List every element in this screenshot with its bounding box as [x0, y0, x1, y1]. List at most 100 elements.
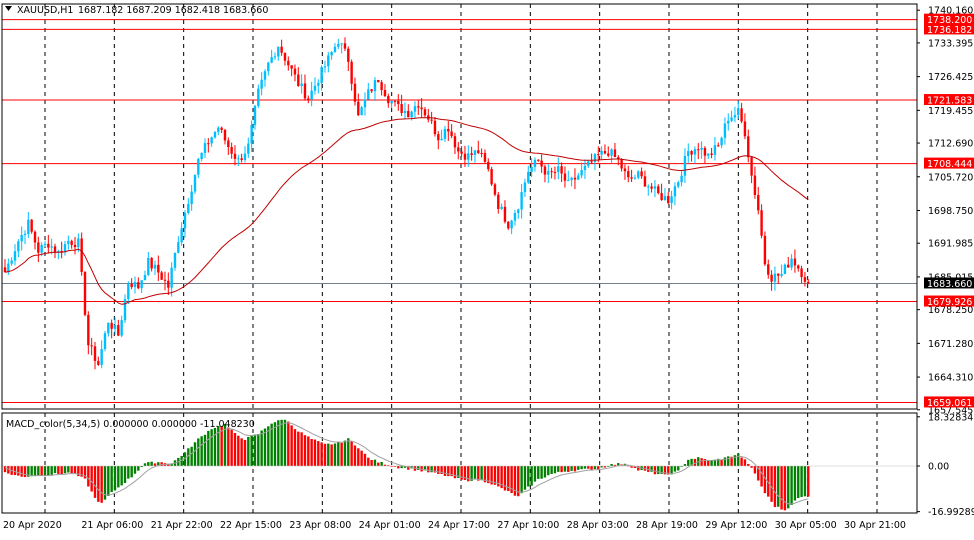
macd-histogram-bar: [590, 466, 593, 471]
macd-axis-tick-label: 18.328349: [928, 412, 974, 423]
candle-body: [570, 177, 573, 181]
candle-body: [313, 85, 317, 91]
candle-body: [800, 268, 803, 278]
candle-body: [343, 43, 347, 49]
x-axis-tick-label: 24 Apr 17:00: [428, 520, 490, 531]
candle-body: [337, 43, 340, 47]
candle-body: [593, 154, 597, 163]
macd-histogram-bar: [513, 466, 517, 496]
candle-body: [720, 137, 723, 146]
candle-body: [3, 267, 7, 273]
candle-body: [503, 206, 507, 222]
candle-body: [457, 147, 460, 152]
macd-histogram-bar: [37, 466, 40, 476]
macd-histogram-bar: [463, 466, 467, 481]
macd-histogram-bar: [343, 440, 347, 467]
candle-body: [620, 159, 623, 169]
macd-histogram-bar: [170, 463, 173, 467]
candle-body: [640, 171, 643, 177]
candle-body: [73, 244, 77, 248]
candle-body: [370, 89, 373, 92]
macd-histogram-bar: [593, 466, 597, 469]
candle-body: [93, 346, 97, 361]
candle-body: [520, 192, 523, 210]
candle-body: [797, 265, 800, 269]
candle-body: [497, 194, 500, 209]
macd-histogram-bar: [387, 465, 390, 467]
candle-body: [613, 149, 617, 158]
macd-histogram-bar: [3, 466, 7, 473]
macd-histogram-bar: [630, 466, 633, 468]
macd-histogram-bar: [567, 466, 570, 472]
candle-body: [513, 212, 517, 221]
candle-body: [483, 153, 487, 162]
candle-body: [297, 74, 300, 87]
candle-body: [743, 121, 747, 137]
macd-histogram-bar: [447, 466, 450, 477]
macd-histogram-bar: [483, 466, 487, 483]
candle-body: [790, 258, 793, 268]
candle-body: [563, 173, 567, 181]
macd-histogram-bar: [153, 463, 157, 467]
candle-body: [110, 322, 113, 329]
candle-body: [643, 176, 647, 187]
macd-histogram-bar: [140, 466, 143, 468]
candle-body: [447, 128, 450, 132]
candle-body: [83, 271, 87, 315]
candle-body: [677, 182, 680, 187]
macd-histogram-bar: [80, 466, 83, 477]
macd-histogram-bar: [93, 466, 97, 498]
candle-body: [623, 168, 627, 172]
macd-histogram-bar: [223, 423, 227, 467]
macd-histogram-bar: [327, 443, 330, 467]
candle-body: [453, 136, 457, 148]
macd-histogram-bar: [560, 466, 563, 473]
candle-body: [27, 219, 30, 234]
candle-body: [463, 153, 467, 160]
candle-body: [220, 127, 223, 130]
macd-histogram-bar: [73, 466, 77, 474]
level-price-tag: [924, 157, 974, 169]
macd-histogram-bar: [260, 430, 263, 467]
macd-histogram-bar: [87, 466, 90, 487]
macd-histogram-bar: [227, 427, 230, 467]
candle-body: [713, 145, 717, 155]
macd-histogram-bar: [337, 442, 340, 467]
macd-histogram-bar: [533, 466, 537, 482]
candle-body: [293, 68, 297, 75]
macd-histogram-bar: [23, 466, 27, 478]
candle-body: [30, 219, 33, 232]
macd-histogram-bar: [803, 466, 807, 497]
candle-body: [373, 80, 377, 92]
macd-histogram-bar: [303, 435, 307, 467]
candle-body: [160, 272, 163, 280]
macd-histogram-bar: [47, 466, 50, 476]
candle-body: [617, 157, 620, 160]
macd-histogram-bar: [460, 466, 463, 480]
candle-body: [440, 138, 443, 141]
candle-body: [710, 153, 713, 155]
macd-histogram-bar: [160, 462, 163, 467]
candle-body: [380, 82, 383, 91]
y-axis-tick-label: 1657.545: [928, 405, 973, 416]
macd-histogram-bar: [267, 426, 270, 467]
macd-histogram-bar: [553, 466, 557, 474]
candle-body: [807, 281, 810, 284]
candle-body: [140, 280, 143, 289]
macd-histogram-bar: [520, 466, 523, 494]
macd-axis-tick-label: 0.00: [928, 462, 949, 473]
x-axis-tick-label: 20 Apr 2020: [3, 520, 62, 531]
macd-histogram-bar: [363, 453, 367, 467]
macd-histogram-bar: [570, 466, 573, 471]
candle-body: [247, 143, 250, 154]
macd-histogram-bar: [733, 455, 737, 467]
macd-histogram-bar: [397, 466, 400, 469]
macd-histogram-bar: [67, 466, 70, 473]
candle-body: [767, 264, 770, 275]
header-triangle-icon: [5, 6, 12, 11]
candle-body: [363, 99, 367, 108]
macd-histogram-bar: [143, 463, 147, 467]
macd-histogram-bar: [310, 439, 313, 467]
candle-body: [437, 134, 440, 141]
macd-histogram-bar: [750, 466, 753, 468]
